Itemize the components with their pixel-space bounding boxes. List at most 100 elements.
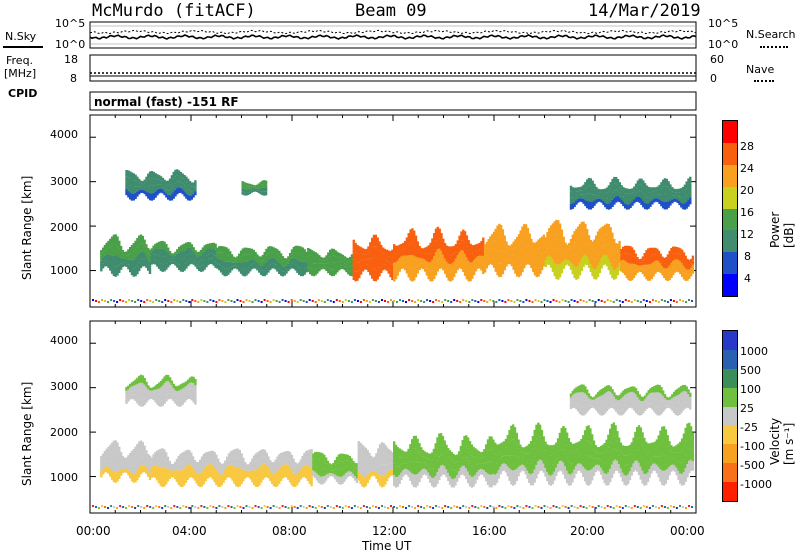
power-cell bbox=[257, 185, 261, 189]
power-cell bbox=[413, 243, 416, 256]
power-cell bbox=[176, 175, 179, 182]
velocity-cell bbox=[337, 469, 341, 477]
power-cell bbox=[156, 254, 159, 261]
power-gs-cell bbox=[405, 301, 407, 303]
velocity-gs-cell bbox=[92, 505, 94, 507]
power-cell bbox=[112, 234, 116, 246]
power-cell bbox=[634, 183, 638, 189]
velocity-cell bbox=[296, 463, 299, 469]
velocity-cell bbox=[450, 452, 454, 461]
power-cell bbox=[374, 269, 377, 282]
velocity-cell bbox=[443, 466, 446, 475]
vel-cbar-tick-100: 100 bbox=[740, 383, 761, 396]
velocity-cell bbox=[575, 403, 578, 410]
power-cell bbox=[163, 249, 166, 257]
power-cell bbox=[168, 261, 172, 266]
power-cell bbox=[627, 204, 630, 210]
power-cell bbox=[474, 244, 478, 252]
power-cell bbox=[678, 201, 681, 206]
power-cell bbox=[100, 250, 103, 256]
power-cell bbox=[580, 194, 583, 199]
velocity-cell bbox=[609, 428, 612, 443]
power-cell bbox=[147, 265, 150, 271]
velocity-cell bbox=[359, 463, 362, 474]
power-cell bbox=[560, 240, 564, 252]
velocity-cell bbox=[537, 461, 540, 475]
power-cell bbox=[532, 257, 535, 265]
velocity-cell bbox=[270, 473, 274, 479]
velocity-cell bbox=[565, 457, 569, 471]
power-cell bbox=[498, 250, 501, 264]
power-cell bbox=[465, 268, 469, 280]
power-cell bbox=[361, 265, 365, 272]
velocity-cell bbox=[423, 451, 427, 458]
velocity-cell bbox=[625, 455, 628, 466]
power-cell bbox=[602, 200, 605, 205]
velocity-cell bbox=[675, 444, 678, 453]
velocity-cell bbox=[181, 388, 184, 394]
power-gs-cell bbox=[323, 301, 326, 303]
velocity-cell bbox=[628, 444, 632, 454]
velocity-cell bbox=[447, 464, 450, 473]
power-cell bbox=[434, 252, 438, 264]
power-cell bbox=[383, 248, 387, 254]
power-cell bbox=[642, 200, 645, 208]
velocity-cell bbox=[414, 474, 417, 488]
power-cell bbox=[112, 255, 116, 266]
power-cell bbox=[134, 240, 137, 250]
velocity-cell bbox=[118, 462, 121, 471]
power-cell bbox=[178, 258, 181, 265]
power-gs-cell bbox=[645, 300, 648, 302]
power-cell bbox=[141, 258, 144, 267]
power-cell bbox=[656, 194, 659, 199]
power-gs-cell bbox=[579, 299, 582, 301]
power-cell bbox=[167, 185, 170, 191]
power-cell bbox=[179, 182, 183, 188]
velocity-cell bbox=[197, 467, 200, 474]
velocity-cell bbox=[678, 387, 681, 395]
velocity-cell bbox=[163, 390, 166, 397]
velocity-gs-cell bbox=[679, 505, 681, 507]
velocity-cell bbox=[627, 397, 630, 403]
velocity-cell bbox=[659, 456, 662, 469]
power-cell bbox=[198, 266, 201, 271]
power-cell bbox=[462, 250, 465, 262]
velocity-cell bbox=[648, 443, 651, 452]
velocity-cell bbox=[335, 469, 339, 476]
velocity-cell bbox=[625, 475, 628, 486]
power-cell bbox=[627, 245, 630, 255]
power-cell bbox=[447, 246, 450, 255]
velocity-cell bbox=[598, 459, 601, 466]
power-cell bbox=[294, 252, 297, 259]
power-cell bbox=[172, 256, 175, 259]
power-cell bbox=[163, 264, 166, 272]
power-cell bbox=[636, 261, 639, 265]
velocity-cell bbox=[654, 399, 658, 407]
power-cell bbox=[398, 251, 401, 259]
velocity-cell bbox=[240, 461, 243, 469]
power-cell bbox=[675, 247, 678, 254]
velocity-gs-cell bbox=[573, 506, 576, 508]
power-gs-cell bbox=[362, 299, 365, 301]
power-cell bbox=[651, 191, 654, 196]
power-cell bbox=[659, 263, 662, 269]
velocity-cell bbox=[679, 452, 682, 463]
power-cell bbox=[243, 188, 246, 193]
velocity-gs-cell bbox=[576, 507, 579, 509]
velocity-gs-cell bbox=[447, 506, 450, 508]
velocity-cell bbox=[553, 471, 556, 481]
velocity-cell bbox=[612, 460, 615, 474]
velocity-cell bbox=[685, 402, 688, 408]
velocity-cell bbox=[665, 405, 668, 409]
velocity-cell bbox=[350, 462, 353, 468]
power-cell bbox=[672, 260, 675, 268]
power-cell bbox=[254, 264, 257, 269]
power-cell bbox=[643, 196, 647, 203]
velocity-cell bbox=[656, 407, 659, 416]
power-cell bbox=[593, 269, 596, 280]
power-cell bbox=[310, 269, 314, 276]
velocity-cell bbox=[190, 452, 193, 459]
velocity-cell bbox=[265, 471, 268, 478]
velocity-cell bbox=[147, 389, 150, 393]
velocity-cell bbox=[546, 444, 549, 454]
